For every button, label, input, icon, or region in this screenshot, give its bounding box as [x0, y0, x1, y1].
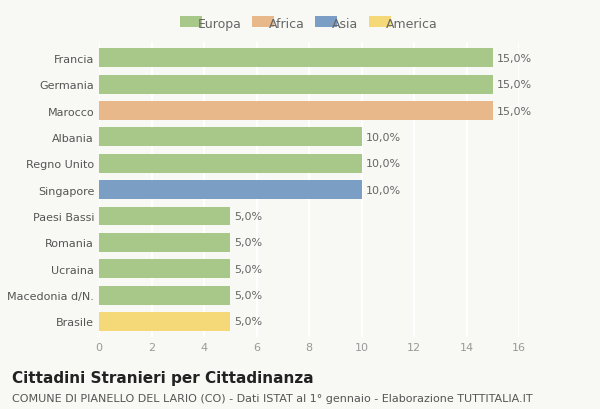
Bar — [99, 155, 361, 173]
Text: 5,0%: 5,0% — [234, 317, 262, 327]
Text: 10,0%: 10,0% — [365, 159, 401, 169]
Text: 15,0%: 15,0% — [497, 80, 532, 90]
Bar — [99, 181, 361, 200]
Bar — [99, 286, 230, 305]
Bar — [99, 76, 493, 94]
Text: 15,0%: 15,0% — [497, 106, 532, 116]
Bar — [99, 49, 493, 68]
Text: Cittadini Stranieri per Cittadinanza: Cittadini Stranieri per Cittadinanza — [12, 370, 314, 385]
Text: COMUNE DI PIANELLO DEL LARIO (CO) - Dati ISTAT al 1° gennaio - Elaborazione TUTT: COMUNE DI PIANELLO DEL LARIO (CO) - Dati… — [12, 393, 533, 403]
Legend: Europa, Africa, Asia, America: Europa, Africa, Asia, America — [178, 15, 440, 33]
Text: 10,0%: 10,0% — [365, 133, 401, 143]
Bar — [99, 128, 361, 147]
Bar — [99, 233, 230, 252]
Bar — [99, 260, 230, 279]
Text: 10,0%: 10,0% — [365, 185, 401, 195]
Text: 5,0%: 5,0% — [234, 264, 262, 274]
Text: 5,0%: 5,0% — [234, 238, 262, 248]
Text: 5,0%: 5,0% — [234, 211, 262, 221]
Text: 15,0%: 15,0% — [497, 54, 532, 64]
Bar — [99, 102, 493, 121]
Bar — [99, 312, 230, 331]
Bar — [99, 207, 230, 226]
Text: 5,0%: 5,0% — [234, 290, 262, 300]
